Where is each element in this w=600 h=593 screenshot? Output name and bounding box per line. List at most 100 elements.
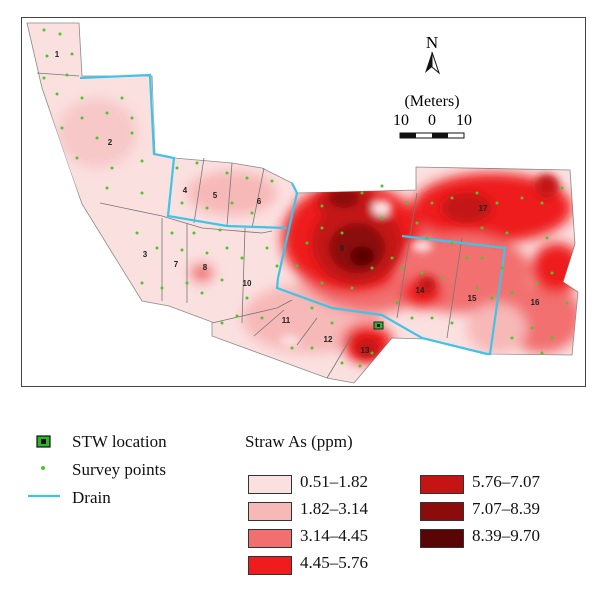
north-label: N bbox=[426, 33, 438, 52]
scale-title: (Meters) bbox=[404, 93, 459, 110]
survey-point bbox=[465, 256, 469, 260]
survey-point bbox=[450, 321, 454, 325]
survey-point bbox=[400, 266, 404, 270]
survey-point bbox=[310, 306, 314, 310]
survey-point bbox=[295, 264, 299, 268]
survey-point bbox=[510, 336, 514, 340]
plot-label-7: 7 bbox=[174, 260, 179, 269]
map-frame: 1 2 3 4 5 6 7 8 9 10 11 12 13 14 15 16 17 N (Meters) 10 … bbox=[21, 17, 586, 387]
legend-swatch-7 bbox=[420, 529, 464, 548]
survey-point bbox=[410, 316, 414, 320]
plot-label-6: 6 bbox=[257, 197, 262, 206]
survey-point bbox=[565, 301, 569, 305]
survey-point bbox=[340, 361, 344, 365]
legend-swatch-1 bbox=[248, 475, 292, 494]
scale-tick-right: 10 bbox=[456, 112, 472, 129]
legend-range-3: 3.14–4.45 bbox=[300, 526, 368, 545]
survey-point bbox=[80, 96, 84, 100]
survey-point bbox=[380, 184, 384, 188]
plot-boundaries bbox=[36, 72, 463, 379]
legend-swatch-6 bbox=[420, 502, 464, 521]
survey-point bbox=[205, 251, 209, 255]
survey-point bbox=[180, 248, 184, 252]
survey-point bbox=[140, 191, 144, 195]
legend-swatch-5 bbox=[420, 475, 464, 494]
survey-point bbox=[218, 228, 222, 232]
plot-label-12: 12 bbox=[324, 335, 333, 344]
survey-point bbox=[245, 176, 249, 180]
survey-point bbox=[350, 286, 354, 290]
survey-point bbox=[120, 96, 124, 100]
survey-point bbox=[358, 364, 362, 368]
legend-range-2: 1.82–3.14 bbox=[300, 499, 368, 518]
survey-point bbox=[420, 271, 424, 275]
survey-point bbox=[185, 281, 189, 285]
legend-range-5: 5.76–7.07 bbox=[472, 472, 540, 491]
survey-point bbox=[320, 281, 324, 285]
legend-swatch-2 bbox=[248, 502, 292, 521]
survey-point bbox=[230, 201, 234, 205]
plot-label-4: 4 bbox=[183, 186, 188, 195]
drain-lines bbox=[79, 73, 507, 356]
plot-label-17: 17 bbox=[479, 204, 488, 213]
survey-points bbox=[42, 28, 569, 368]
survey-point bbox=[80, 116, 84, 120]
survey-point bbox=[270, 179, 274, 183]
survey-point bbox=[560, 186, 564, 190]
survey-point bbox=[500, 266, 504, 270]
survey-point bbox=[75, 156, 79, 160]
survey-point bbox=[58, 32, 62, 36]
survey-point bbox=[192, 231, 196, 235]
survey-point bbox=[225, 171, 229, 175]
plot-label-5: 5 bbox=[213, 191, 218, 200]
survey-point bbox=[245, 296, 249, 300]
survey-point bbox=[65, 73, 69, 77]
survey-point bbox=[42, 28, 46, 32]
stw-marker bbox=[373, 321, 384, 330]
survey-point bbox=[170, 231, 174, 235]
survey-point bbox=[540, 351, 544, 355]
survey-point bbox=[305, 241, 309, 245]
survey-point bbox=[405, 201, 409, 205]
legend-symbol-icons bbox=[28, 435, 60, 498]
scale-tick-left: 10 bbox=[393, 112, 409, 129]
survey-point bbox=[290, 346, 294, 350]
survey-point bbox=[195, 161, 199, 165]
survey-point bbox=[260, 316, 264, 320]
survey-point bbox=[140, 159, 144, 163]
survey-point bbox=[205, 206, 209, 210]
north-arrow: N bbox=[425, 33, 441, 75]
scale-tick-center: 0 bbox=[428, 112, 436, 129]
survey-point-legend-icon bbox=[41, 466, 45, 470]
survey-point bbox=[275, 264, 279, 268]
plot-label-13: 13 bbox=[361, 346, 370, 355]
survey-point bbox=[220, 321, 224, 325]
survey-point bbox=[160, 286, 164, 290]
survey-point bbox=[540, 201, 544, 205]
plot-label-3: 3 bbox=[143, 250, 148, 259]
survey-point bbox=[320, 204, 324, 208]
survey-point bbox=[510, 291, 514, 295]
survey-point bbox=[265, 246, 269, 250]
survey-point bbox=[475, 286, 479, 290]
survey-point bbox=[490, 296, 494, 300]
survey-point bbox=[225, 246, 229, 250]
survey-point bbox=[70, 52, 74, 56]
survey-point bbox=[110, 166, 114, 170]
plot-label-9: 9 bbox=[340, 244, 345, 253]
survey-point bbox=[180, 201, 184, 205]
legend-drain-label: Drain bbox=[72, 488, 111, 507]
survey-point bbox=[395, 301, 399, 305]
plot-label-15: 15 bbox=[468, 294, 477, 303]
survey-point bbox=[45, 54, 49, 58]
survey-point bbox=[450, 196, 454, 200]
survey-point bbox=[380, 216, 384, 220]
survey-point bbox=[430, 201, 434, 205]
survey-point bbox=[135, 231, 139, 235]
survey-point bbox=[105, 186, 109, 190]
survey-point bbox=[130, 116, 134, 120]
legend-swatch-3 bbox=[248, 529, 292, 548]
survey-point bbox=[60, 126, 64, 130]
